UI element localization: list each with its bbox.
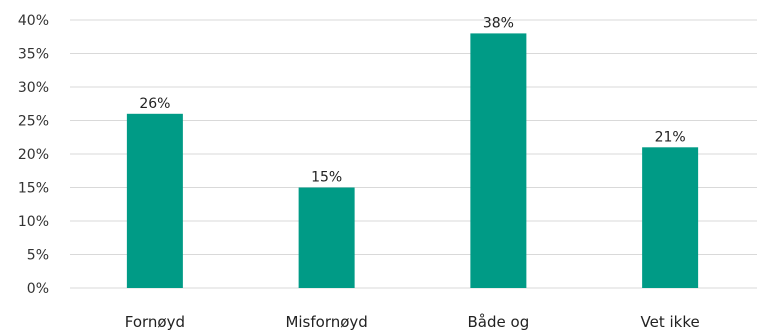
y-tick-label: 10% [18, 214, 49, 230]
category-label: Fornøyd [125, 313, 185, 331]
category-label: Misfornøyd [285, 313, 367, 331]
bar-0 [126, 113, 183, 288]
data-label: 15% [311, 170, 342, 186]
grid-layer [70, 19, 757, 289]
y-tick-label: 20% [18, 147, 49, 163]
y-tick-label: 25% [18, 114, 49, 130]
data-label: 38% [483, 15, 514, 31]
y-tick-label: 15% [18, 181, 49, 197]
y-tick-label: 30% [18, 80, 49, 96]
bar-2 [470, 33, 527, 289]
y-tick-label: 40% [18, 13, 49, 29]
y-tick-label: 35% [18, 47, 49, 63]
bar-3 [642, 147, 699, 288]
y-tick-label: 0% [27, 281, 49, 297]
y-tick-label: 5% [27, 248, 49, 264]
bar-1 [298, 187, 355, 288]
category-label: Vet ikke [641, 313, 700, 331]
labels-layer: 0% 5% 10% 15% 20% 25% 30% 35% 40% 26% Fornøyd 15% Mi… [18, 13, 700, 331]
category-label: Både og [468, 313, 530, 331]
data-label: 26% [139, 96, 170, 112]
bars-layer [126, 33, 699, 289]
data-label: 21% [655, 129, 686, 145]
